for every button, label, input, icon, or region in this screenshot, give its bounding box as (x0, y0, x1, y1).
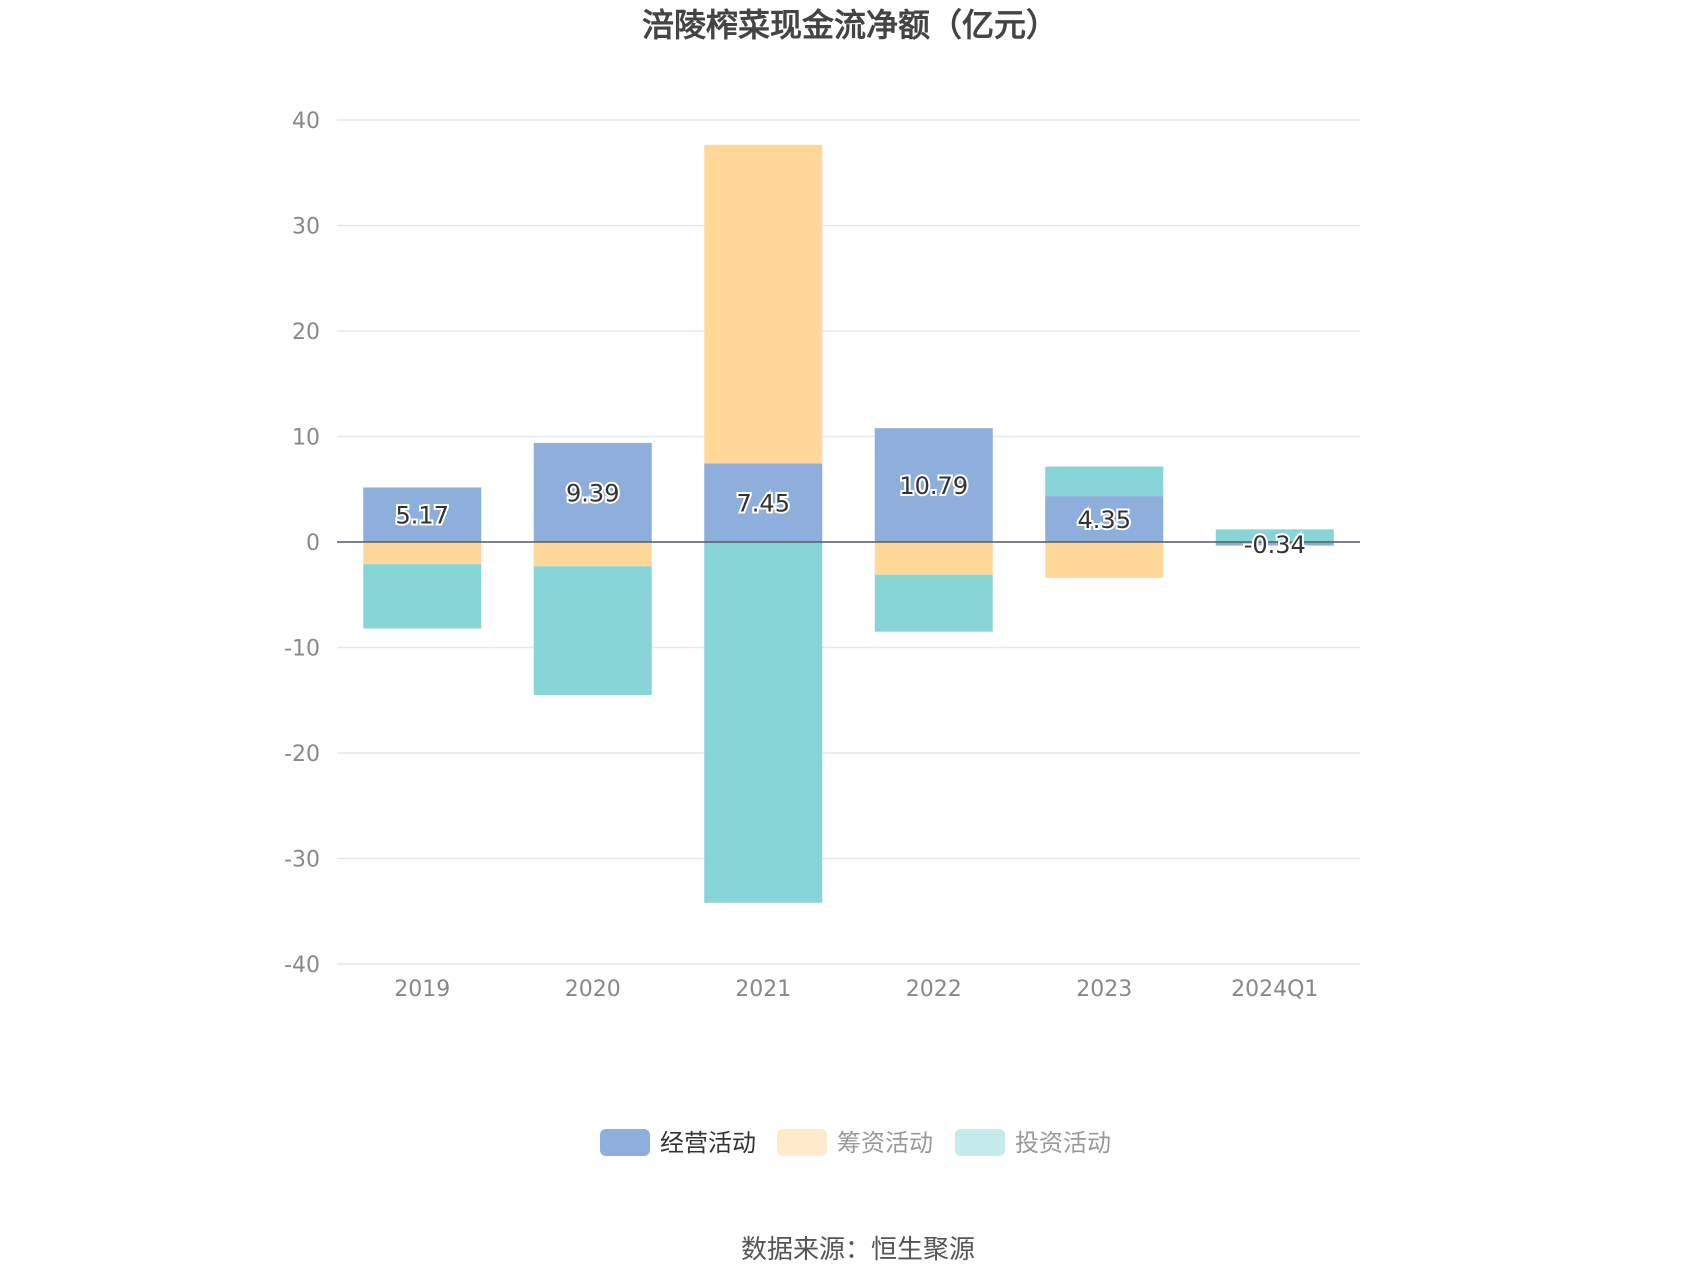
x-tick-label: 2024Q1 (1231, 977, 1318, 1002)
data-label-2019: 5.17 (396, 502, 449, 530)
legend-swatch (600, 1129, 650, 1156)
bar-2021-0[interactable] (704, 463, 823, 542)
bar-2022-0[interactable] (874, 428, 993, 542)
y-tick-label: -10 (284, 637, 320, 662)
data-labels: 5.17 9.39 7.45 10.79 4.35 -0.34 (394, 470, 1308, 561)
data-source: 数据来源：恒生聚源 (741, 1235, 975, 1265)
bar-2019-0[interactable] (363, 487, 482, 542)
legend-label: 投资活动 (1015, 1129, 1111, 1157)
bar-2022-1[interactable] (874, 542, 993, 575)
bar-2024Q1-0[interactable] (1215, 542, 1334, 546)
bar-2021-1[interactable] (704, 144, 823, 464)
y-tick-label: -30 (284, 848, 320, 873)
data-label-2023: 4.35 (1078, 506, 1131, 534)
bar-2022-2[interactable] (874, 574, 993, 632)
legend-item-2[interactable]: 投资活动 (955, 1129, 1111, 1157)
data-label-2021: 7.45 (737, 490, 790, 518)
data-label-2020: 9.39 (566, 479, 619, 507)
legend-item-1[interactable]: 筹资活动 (777, 1129, 933, 1157)
legend-swatch (777, 1129, 827, 1156)
legend-item-0[interactable]: 经营活动 (600, 1129, 756, 1157)
legend-label: 筹资活动 (837, 1129, 933, 1157)
bar-2019-1[interactable] (363, 542, 482, 565)
bars (363, 144, 1334, 903)
x-tick-label: 2021 (735, 977, 791, 1002)
bar-2019-2[interactable] (363, 564, 482, 629)
data-label-2024Q1: -0.34 (1244, 531, 1306, 559)
x-tick-label: 2023 (1076, 977, 1132, 1002)
bar-2024Q1-2[interactable] (1215, 529, 1334, 542)
bar-2020-2[interactable] (533, 566, 652, 695)
x-axis: 2019 2020 2021 2022 2023 2024Q1 (394, 977, 1318, 1002)
y-tick-label: -40 (284, 953, 320, 978)
bar-2020-1[interactable] (533, 542, 652, 567)
bar-2023-0[interactable] (1045, 496, 1164, 542)
x-tick-label: 2020 (565, 977, 621, 1002)
x-tick-label: 2019 (394, 977, 450, 1002)
legend[interactable]: 经营活动 筹资活动 投资活动 (600, 1129, 1111, 1157)
data-label-2022: 10.79 (899, 472, 968, 500)
bar-2023-1[interactable] (1045, 542, 1164, 578)
y-tick-label: 30 (292, 215, 320, 240)
x-tick-label: 2022 (906, 977, 962, 1002)
bar-2020-0[interactable] (533, 442, 652, 542)
y-axis: 40 30 20 10 0 -10 -20 -30 -40 (284, 109, 320, 978)
legend-swatch (955, 1129, 1005, 1156)
y-tick-label: 0 (306, 531, 320, 556)
bar-2023-2[interactable] (1045, 466, 1164, 497)
y-tick-label: 20 (292, 320, 320, 345)
bar-2021-2[interactable] (704, 542, 823, 903)
y-tick-label: -20 (284, 742, 320, 767)
y-tick-label: 40 (292, 109, 320, 134)
chart-title: 涪陵榨菜现金流净额（亿元） (642, 6, 1058, 44)
legend-label: 经营活动 (660, 1129, 756, 1157)
y-tick-label: 10 (292, 426, 320, 451)
